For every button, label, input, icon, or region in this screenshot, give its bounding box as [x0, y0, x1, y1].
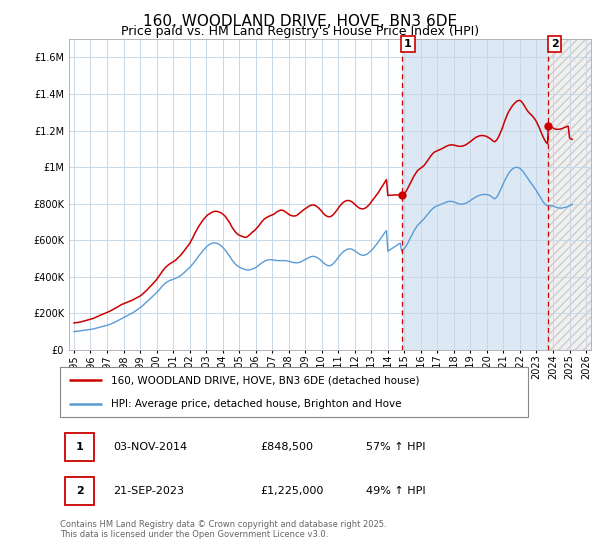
Text: 21-SEP-2023: 21-SEP-2023 [113, 486, 184, 496]
Text: 1: 1 [76, 442, 83, 452]
FancyBboxPatch shape [65, 433, 94, 461]
Text: 49% ↑ HPI: 49% ↑ HPI [366, 486, 426, 496]
Text: Contains HM Land Registry data © Crown copyright and database right 2025.
This d: Contains HM Land Registry data © Crown c… [60, 520, 386, 539]
Bar [401, 39, 548, 350]
Text: 03-NOV-2014: 03-NOV-2014 [113, 442, 187, 452]
Text: £848,500: £848,500 [260, 442, 314, 452]
Text: 2: 2 [551, 39, 559, 49]
Bar [548, 39, 600, 350]
Text: 160, WOODLAND DRIVE, HOVE, BN3 6DE (detached house): 160, WOODLAND DRIVE, HOVE, BN3 6DE (deta… [112, 375, 420, 385]
FancyBboxPatch shape [65, 477, 94, 505]
Text: £1,225,000: £1,225,000 [260, 486, 324, 496]
FancyBboxPatch shape [60, 367, 528, 417]
Text: HPI: Average price, detached house, Brighton and Hove: HPI: Average price, detached house, Brig… [112, 399, 402, 409]
Text: Price paid vs. HM Land Registry's House Price Index (HPI): Price paid vs. HM Land Registry's House … [121, 25, 479, 38]
Text: 57% ↑ HPI: 57% ↑ HPI [366, 442, 426, 452]
Text: 2: 2 [76, 486, 83, 496]
Text: 1: 1 [404, 39, 412, 49]
Text: 160, WOODLAND DRIVE, HOVE, BN3 6DE: 160, WOODLAND DRIVE, HOVE, BN3 6DE [143, 14, 457, 29]
